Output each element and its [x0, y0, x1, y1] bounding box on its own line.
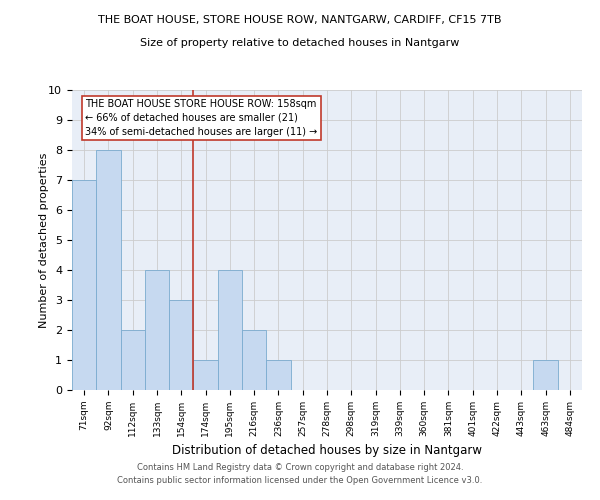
Bar	[218, 270, 242, 390]
Text: Contains HM Land Registry data © Crown copyright and database right 2024.
Contai: Contains HM Land Registry data © Crown c…	[118, 464, 482, 485]
Bar	[72, 180, 96, 390]
Text: Size of property relative to detached houses in Nantgarw: Size of property relative to detached ho…	[140, 38, 460, 48]
Bar	[242, 330, 266, 390]
Bar	[193, 360, 218, 390]
X-axis label: Distribution of detached houses by size in Nantgarw: Distribution of detached houses by size …	[172, 444, 482, 458]
Bar	[121, 330, 145, 390]
Bar	[266, 360, 290, 390]
Bar	[96, 150, 121, 390]
Bar	[145, 270, 169, 390]
Bar	[533, 360, 558, 390]
Text: THE BOAT HOUSE STORE HOUSE ROW: 158sqm
← 66% of detached houses are smaller (21): THE BOAT HOUSE STORE HOUSE ROW: 158sqm ←…	[85, 99, 317, 137]
Bar	[169, 300, 193, 390]
Y-axis label: Number of detached properties: Number of detached properties	[39, 152, 49, 328]
Text: THE BOAT HOUSE, STORE HOUSE ROW, NANTGARW, CARDIFF, CF15 7TB: THE BOAT HOUSE, STORE HOUSE ROW, NANTGAR…	[98, 15, 502, 25]
